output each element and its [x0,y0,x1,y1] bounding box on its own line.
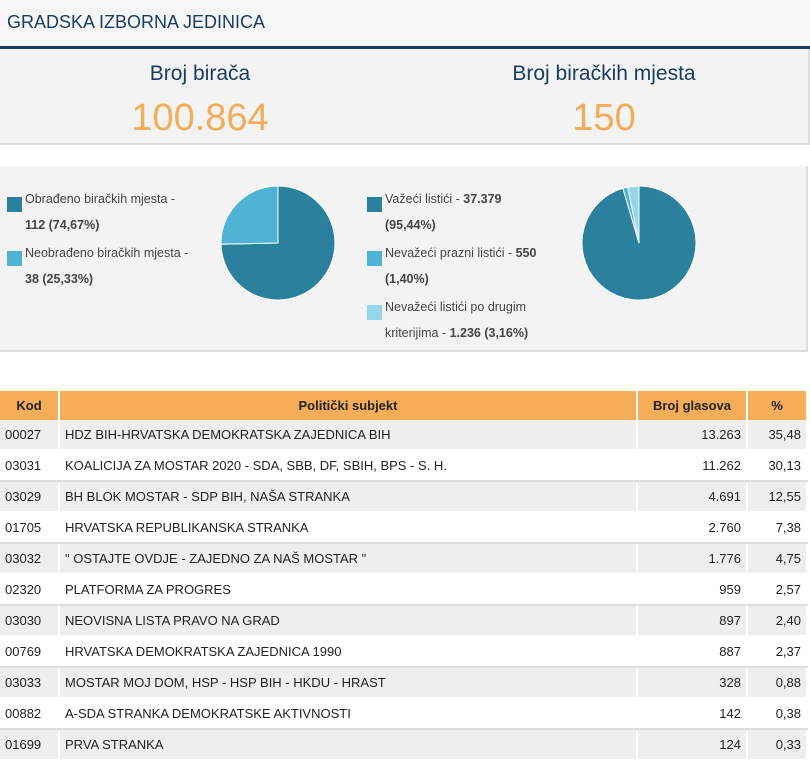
table-row: 03032 " OSTAJTE OVDJE - ZAJEDNO ZA NAŠ MO… [0,543,808,575]
ballots-pie-chart [581,185,697,301]
legend-value: 37.379 [463,192,502,206]
cell-kod: 01705 [0,512,60,544]
table-row: 03029 BH BLOK MOSTAR - SDP BIH, NAŠA STRA… [0,481,808,513]
processing-pie-chart [220,185,336,301]
cell-kod: 03031 [0,450,60,482]
table-row: 01705 HRVATSKA REPUBLIKANSKA STRANKA 2.760… [0,512,808,544]
cell-kod: 03033 [0,667,60,699]
processing-pie-slice-0 [220,185,336,301]
legend-value: 112 (74,67%) [25,218,100,232]
cell-kod: 00027 [0,420,60,451]
table-row: 03030 NEOVISNA LISTA PRAVO NA GRAD 897 2,40 [0,605,808,637]
cell-kod: 03029 [0,481,60,513]
table-row: 02320 PLATFORMA ZA PROGRES 959 2,57 [0,574,808,606]
legend-label: Obrađeno biračkih mjesta - [25,192,176,206]
cell-votes: 4.691 [637,481,748,513]
stats-panel: Broj birača 100.864 Broj biračkih mjesta… [0,49,810,145]
cell-subject: BH BLOK MOSTAR - SDP BIH, NAŠA STRANKA [59,481,638,513]
voters-label: Broj birača [149,62,251,85]
cell-kod: 03032 [0,543,60,575]
cell-subject: PRVA STRANKA [59,729,638,761]
cell-votes: 328 [637,667,748,699]
cell-pct: 2,40 [747,605,808,637]
cell-pct: 0,33 [747,729,808,761]
legend-label: Nevažeći listići po drugim [385,300,527,314]
cell-votes: 897 [637,605,748,637]
col-header-subject[interactable]: Politički subjekt [59,391,638,420]
cell-pct: 30,13 [747,450,808,482]
cell-votes: 13.263 [637,420,748,451]
table-row: 00027 HDZ BIH-HRVATSKA DEMOKRATSKA ZAJEDN… [0,420,808,451]
cell-pct: 2,57 [747,574,808,606]
cell-votes: 142 [637,698,748,730]
stations-value: 150 [572,97,636,139]
cell-subject: " OSTAJTE OVDJE - ZAJEDNO ZA NAŠ MOSTAR … [59,543,638,575]
legend-value: 38 (25,33%) [25,272,94,286]
legend-label-2: kriterijima - [385,326,450,340]
cell-votes: 959 [637,574,748,606]
col-header-kod[interactable]: Kod [0,391,60,420]
cell-subject: HRVATSKA DEMOKRATSKA ZAJEDNICA 1990 [59,636,638,668]
legend-label: Važeći listići - [385,192,464,206]
cell-subject: HRVATSKA REPUBLIKANSKA STRANKA [59,512,638,544]
legend-swatch [7,251,22,266]
ballots-pie-slice-2 [627,185,640,244]
cell-pct: 12,55 [747,481,808,513]
table-row: 03031 KOALICIJA ZA MOSTAR 2020 - SDA, SBB… [0,450,808,482]
col-header-pct[interactable]: % [747,391,808,420]
cell-pct: 7,38 [747,512,808,544]
legend-swatch [367,305,382,320]
cell-votes: 2.760 [637,512,748,544]
cell-votes: 124 [637,729,748,761]
legend-label: Nevažeći prazni listići - [385,246,516,260]
table-header-row: Kod Politički subjekt Broj glasova % [0,391,808,420]
legend-label: Neobrađeno biračkih mjesta - [25,246,189,260]
legend-share: (1,40%) [385,272,429,286]
cell-pct: 4,75 [747,543,808,575]
page-header: GRADSKA IZBORNA JEDINICA [0,0,810,49]
table-row: 03033 MOSTAR MOJ DOM, HSP - HSP BIH - HKD… [0,667,808,699]
legend-swatch [7,197,22,212]
table-body: 00027 HDZ BIH-HRVATSKA DEMOKRATSKA ZAJEDN… [0,420,808,761]
cell-kod: 02320 [0,574,60,606]
cell-pct: 35,48 [747,420,808,451]
cell-subject: NEOVISNA LISTA PRAVO NA GRAD [59,605,638,637]
legend-share: (95,44%) [385,218,436,232]
legend-value: 550 [515,246,537,260]
table-row: 01699 PRVA STRANKA 124 0,33 [0,729,808,761]
charts-panel: Obrađeno biračkih mjesta - 112 (74,67%) … [0,166,808,352]
cell-pct: 0,88 [747,667,808,699]
cell-pct: 0,38 [747,698,808,730]
cell-votes: 1.776 [637,543,748,575]
legend-swatch [367,251,382,266]
cell-kod: 03030 [0,605,60,637]
cell-subject: A-SDA STRANKA DEMOKRATSKE AKTIVNOSTI [59,698,638,730]
cell-subject: HDZ BIH-HRVATSKA DEMOKRATSKA ZAJEDNICA B… [59,420,638,451]
cell-pct: 2,37 [747,636,808,668]
results-table: Kod Politički subjekt Broj glasova % 000… [0,391,808,761]
table-row: 00769 HRVATSKA DEMOKRATSKA ZAJEDNICA 1990… [0,636,808,668]
cell-subject: PLATFORMA ZA PROGRES [59,574,638,606]
processing-pie-slice-1 [220,185,279,245]
cell-subject: MOSTAR MOJ DOM, HSP - HSP BIH - HKDU - H… [59,667,638,699]
cell-kod: 00769 [0,636,60,668]
legend-swatch [367,197,382,212]
col-header-votes[interactable]: Broj glasova [637,391,748,420]
voters-value: 100.864 [131,97,269,139]
cell-votes: 11.262 [637,450,748,482]
cell-kod: 00882 [0,698,60,730]
cell-kod: 01699 [0,729,60,761]
cell-votes: 887 [637,636,748,668]
stations-label: Broj biračkih mjesta [512,62,696,85]
table-row: 00882 A-SDA STRANKA DEMOKRATSKE AKTIVNOST… [0,698,808,730]
page-title: GRADSKA IZBORNA JEDINICA [7,12,266,32]
legend-share: 1.236 (3,16%) [449,326,529,340]
cell-subject: KOALICIJA ZA MOSTAR 2020 - SDA, SBB, DF,… [59,450,638,482]
